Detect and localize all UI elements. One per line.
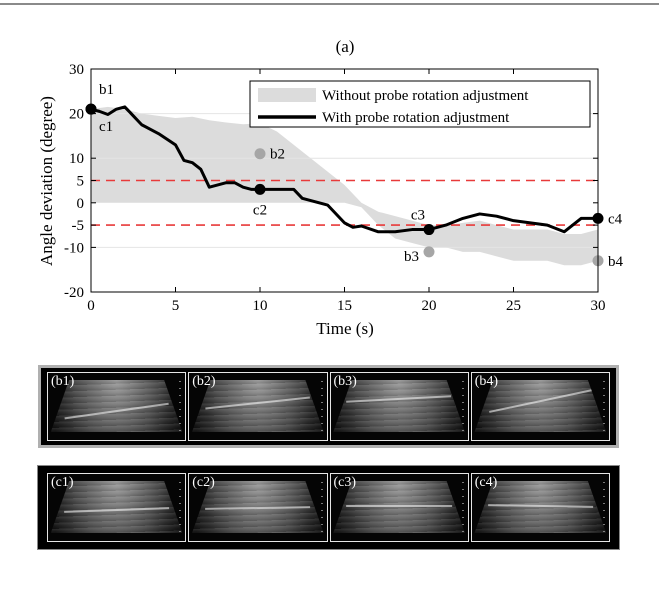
x-tick-label: 10 [253, 298, 268, 314]
frame-label: (c2) [192, 475, 215, 490]
y-tick-label: 0 [77, 196, 85, 212]
ultrasound-panel-c: (c1) (c2) (c3) (c4) [37, 465, 620, 550]
y-tick-label: 10 [69, 151, 84, 167]
marker-b2 [254, 148, 266, 160]
ultrasound-frame-c2: (c2) [188, 473, 328, 542]
marker-c3 [423, 224, 435, 236]
x-tick-label: 20 [422, 298, 437, 314]
marker-label-b4: b4 [608, 254, 624, 270]
x-tick-label: 15 [337, 298, 352, 314]
top-rule [0, 3, 659, 5]
y-tick-label: -5 [72, 218, 85, 234]
marker-c2 [254, 183, 266, 195]
legend-entry-band: Without probe rotation adjustment [322, 88, 529, 104]
chart-title: (a) [336, 37, 355, 56]
y-tick-label: 30 [69, 62, 84, 78]
marker-label-c2: c2 [253, 202, 267, 218]
x-tick-label: 30 [591, 298, 606, 314]
ultrasound-image [50, 480, 183, 533]
ultrasound-frame-b1: (b1) [47, 372, 187, 441]
ultrasound-frame-b3: (b3) [329, 372, 469, 441]
legend-swatch-band [258, 88, 316, 102]
ultrasound-frame-c4: (c4) [470, 473, 610, 542]
marker-label-c3: c3 [411, 208, 425, 224]
ultrasound-image [333, 480, 465, 533]
ultrasound-frame-c1: (c1) [47, 473, 187, 542]
frame-label: (c4) [474, 475, 498, 490]
ultrasound-frame-b2: (b2) [188, 372, 328, 441]
marker-label-b2: b2 [270, 147, 285, 163]
series-layer [90, 105, 598, 234]
band-layer [91, 106, 598, 266]
band-area [91, 106, 598, 266]
marker-label-c1: c1 [99, 119, 113, 135]
ultrasound-frame-c3: (c3) [329, 473, 469, 542]
ultrasound-panel-b: (b1) (b2) (b3) (b4) [38, 365, 619, 448]
marker-label-b1: b1 [99, 82, 114, 98]
ultrasound-image [474, 480, 607, 533]
frame-label: (b1) [51, 374, 75, 389]
x-tick-label: 25 [506, 298, 521, 314]
ultrasound-image [50, 379, 183, 432]
frame-label: (b4) [474, 374, 499, 389]
ultrasound-image [192, 480, 324, 533]
ultrasound-image [474, 379, 607, 432]
angle-deviation-chart: (a) b1 c1 b2 c2 c3 b3 c4 b4 0 5 10 15 20 25 30 30 20 10 5… [37, 37, 624, 338]
ultrasound-frame-b4: (b4) [470, 372, 610, 441]
marker-b3 [423, 246, 435, 258]
ultrasound-image [192, 379, 324, 432]
y-tick-label: -10 [64, 240, 84, 256]
x-tick-label: 5 [172, 298, 180, 314]
legend-entry-line: With probe rotation adjustment [322, 110, 510, 126]
legend: Without probe rotation adjustment With p… [249, 80, 591, 128]
x-axis-label: Time (s) [316, 319, 373, 338]
ultrasound-image [333, 379, 465, 432]
y-tick-label: 20 [69, 107, 84, 123]
marker-label-b3: b3 [404, 249, 419, 265]
marker-label-c4: c4 [608, 211, 623, 227]
tick-layer: 0 5 10 15 20 25 30 30 20 10 5 0 -5 -10 -20 [64, 62, 606, 314]
y-tick-label: -20 [64, 285, 84, 301]
threshold-layer [91, 179, 598, 226]
frame-label: (b3) [333, 374, 357, 389]
series-line [90, 105, 598, 234]
frame-label: (b2) [192, 374, 216, 389]
y-tick-label: 5 [77, 174, 85, 190]
frame-label: (c1) [51, 475, 74, 490]
y-axis-label: Angle deviation (degree) [37, 96, 56, 266]
frame-label: (c3) [333, 475, 357, 490]
x-tick-label: 0 [87, 298, 95, 314]
